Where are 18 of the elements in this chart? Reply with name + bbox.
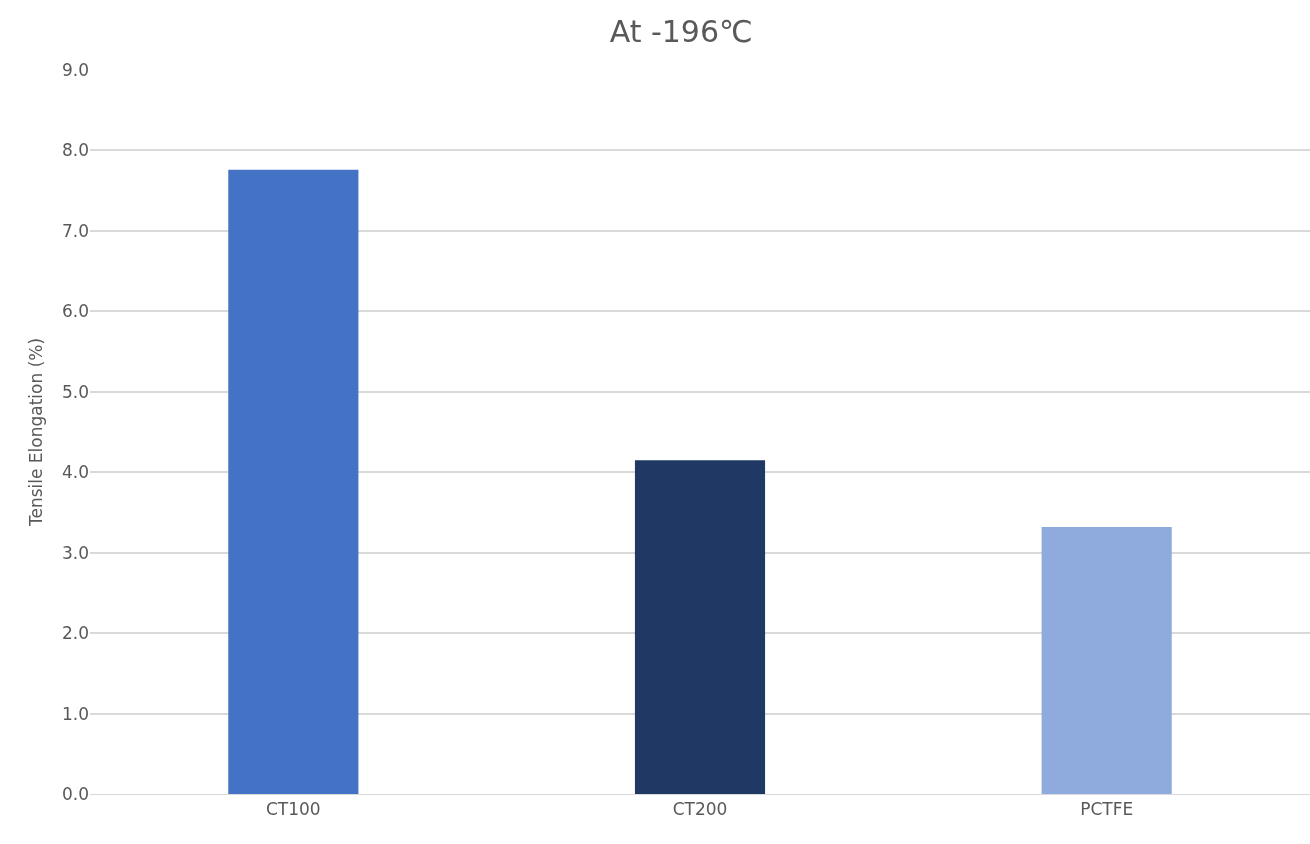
y-tick-label: 8.0 <box>61 140 89 161</box>
x-tick-label: CT200 <box>672 799 728 820</box>
bar <box>228 169 359 794</box>
x-tick-label: PCTFE <box>1080 799 1134 820</box>
y-tick-label: 5.0 <box>61 381 89 402</box>
bar <box>1041 526 1172 794</box>
y-tick-label: 3.0 <box>61 542 89 563</box>
y-tick-label: 7.0 <box>61 220 89 241</box>
y-tick-label: 4.0 <box>61 462 89 483</box>
y-tick-label: 9.0 <box>61 59 89 80</box>
y-tick-label: 6.0 <box>61 301 89 322</box>
y-tick-label: 1.0 <box>61 703 89 724</box>
y-tick-label: 0.0 <box>61 783 89 804</box>
chart-title: At -196℃ <box>609 14 753 50</box>
y-tick-label: 2.0 <box>61 623 89 644</box>
bar <box>634 460 766 794</box>
y-axis-title: Tensile Elongation (%) <box>25 337 46 528</box>
x-tick-label: CT100 <box>265 799 321 820</box>
